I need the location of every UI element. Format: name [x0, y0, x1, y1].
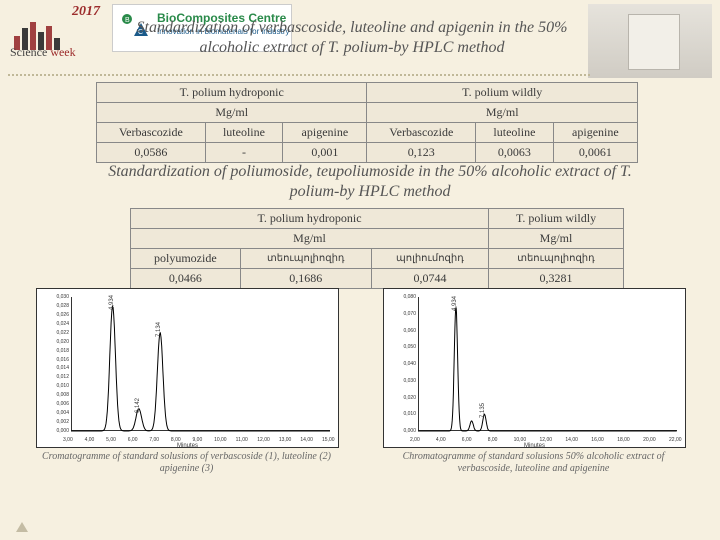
year-label: 2017 — [72, 4, 100, 20]
hplc-instrument-image — [588, 4, 712, 78]
table-1: T. polium hydroponicT. polium wildly Mg/… — [96, 82, 638, 163]
charts-row: 0,0000,0020,0040,0060,0080,0100,0120,014… — [36, 288, 684, 470]
caption-2: Chromatogramme of standard solusions 50%… — [383, 451, 684, 475]
divider — [8, 74, 590, 76]
table-2: T. polium hydroponicT. polium wildly Mg/… — [130, 208, 624, 289]
science-week-logo: 2017 Science week — [8, 4, 104, 62]
chromatogram-1: 0,0000,0020,0040,0060,0080,0100,0120,014… — [36, 288, 337, 470]
chromatogram-2: 0,0000,0100,0200,0300,0400,0500,0600,070… — [383, 288, 684, 470]
triangle-bullet-icon — [16, 522, 28, 532]
science-week-text: Science week — [10, 45, 76, 60]
title-1: Standardization of verbascoside, luteoli… — [118, 18, 586, 58]
title-2: Standardization of poliumoside, teupoliu… — [100, 162, 640, 202]
caption-1: Cromatogramme of standard solusions of v… — [36, 451, 337, 475]
